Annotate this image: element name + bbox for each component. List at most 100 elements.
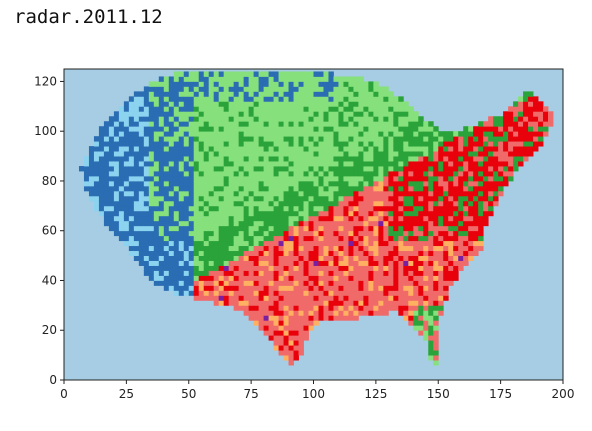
heatmap-cell xyxy=(273,330,279,336)
heatmap-cell xyxy=(403,270,409,276)
heatmap-cell xyxy=(173,126,180,132)
heatmap-cell xyxy=(308,285,314,291)
heatmap-cell xyxy=(328,275,334,281)
heatmap-cell xyxy=(453,255,459,261)
heatmap-cell xyxy=(238,230,245,237)
heatmap-cell xyxy=(273,255,279,261)
heatmap-cell xyxy=(138,131,145,137)
heatmap-cell xyxy=(313,285,319,291)
heatmap-cell xyxy=(458,166,464,172)
heatmap-cell xyxy=(273,156,279,162)
heatmap-cell xyxy=(263,166,269,172)
heatmap-cell xyxy=(253,166,260,172)
heatmap-cell xyxy=(293,136,299,142)
heatmap-cell xyxy=(483,151,489,157)
x-axis-ticks: 0 25 50 75 100 125 150 175 200 xyxy=(60,380,574,401)
heatmap-cell xyxy=(343,315,349,321)
heatmap-cell xyxy=(313,275,319,281)
heatmap-cell xyxy=(403,225,409,232)
heatmap-cell xyxy=(408,185,414,192)
heatmap-cell xyxy=(308,310,314,316)
heatmap-cell xyxy=(173,255,180,261)
heatmap-cell xyxy=(93,195,100,202)
heatmap-cell xyxy=(288,275,294,281)
heatmap-cell xyxy=(163,91,170,97)
heatmap-cell xyxy=(338,235,344,242)
heatmap-cell xyxy=(393,200,399,207)
heatmap-cell xyxy=(278,295,284,301)
heatmap-cell xyxy=(318,210,324,217)
heatmap-cell xyxy=(548,121,554,127)
heatmap-cell xyxy=(318,106,324,112)
heatmap-cell xyxy=(318,86,324,92)
heatmap-cell xyxy=(158,190,165,197)
heatmap-cell xyxy=(228,81,235,87)
heatmap-cell xyxy=(413,310,419,316)
heatmap-cell xyxy=(228,185,235,192)
heatmap-cell xyxy=(223,131,230,137)
heatmap-cell xyxy=(343,260,349,266)
heatmap-cell xyxy=(213,126,220,132)
heatmap-cell xyxy=(368,195,374,202)
heatmap-cell xyxy=(433,225,439,232)
heatmap-cell xyxy=(323,280,329,286)
heatmap-cell xyxy=(138,235,145,242)
heatmap-cell xyxy=(193,195,200,202)
heatmap-cell xyxy=(438,195,444,202)
heatmap-cell xyxy=(378,141,384,147)
heatmap-cell xyxy=(263,215,269,222)
heatmap-cell xyxy=(148,141,155,147)
heatmap-cell xyxy=(448,180,454,187)
heatmap-cell xyxy=(98,161,105,167)
heatmap-cell xyxy=(358,260,364,266)
heatmap-cell xyxy=(273,175,279,182)
heatmap-cell xyxy=(463,126,469,132)
heatmap-cell xyxy=(433,205,439,212)
heatmap-cell xyxy=(288,101,294,107)
heatmap-cell xyxy=(333,270,339,276)
heatmap-cell xyxy=(508,131,514,137)
heatmap-cell xyxy=(438,136,444,142)
heatmap-cell xyxy=(133,245,140,252)
heatmap-cell xyxy=(208,265,215,271)
heatmap-cell xyxy=(268,106,274,112)
heatmap-cell xyxy=(288,151,294,157)
heatmap-cell xyxy=(138,166,145,172)
heatmap-cell xyxy=(153,86,160,92)
heatmap-cell xyxy=(498,136,504,142)
heatmap-cell xyxy=(288,210,294,217)
heatmap-cell xyxy=(198,185,205,192)
heatmap-cell xyxy=(338,96,344,102)
heatmap-cell xyxy=(408,156,414,162)
heatmap-cell xyxy=(333,220,339,227)
heatmap-cell xyxy=(313,141,319,147)
heatmap-cell xyxy=(483,215,489,222)
heatmap-cell xyxy=(423,245,429,252)
heatmap-cell xyxy=(333,280,339,286)
heatmap-cell xyxy=(418,116,424,122)
x-tick-label: 200 xyxy=(552,387,575,401)
heatmap-cell xyxy=(218,136,225,142)
heatmap-cell xyxy=(443,146,449,152)
heatmap-cell xyxy=(448,175,454,182)
heatmap-cell xyxy=(368,220,374,227)
heatmap-cell xyxy=(343,121,349,127)
heatmap-cell xyxy=(173,131,180,137)
heatmap-cell xyxy=(113,200,120,207)
heatmap-cell xyxy=(118,111,125,117)
heatmap-cell xyxy=(363,86,369,92)
heatmap-cell xyxy=(468,215,474,222)
heatmap-cell xyxy=(293,111,299,117)
heatmap-cell xyxy=(478,210,484,217)
heatmap-cell xyxy=(288,200,294,207)
heatmap-cell xyxy=(363,111,369,117)
heatmap-cell xyxy=(123,106,130,112)
heatmap-cell xyxy=(523,101,529,107)
heatmap-cell xyxy=(228,101,235,107)
heatmap-cell xyxy=(373,300,379,306)
heatmap-cell xyxy=(328,146,334,152)
heatmap-cell xyxy=(233,116,240,122)
heatmap-cell xyxy=(383,225,389,232)
heatmap-cell xyxy=(313,305,319,311)
heatmap-cell xyxy=(118,225,125,232)
